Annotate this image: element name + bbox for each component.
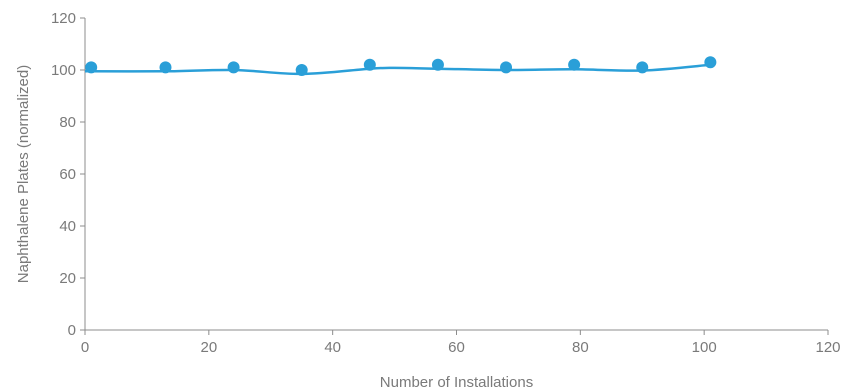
data-point: [85, 61, 98, 74]
x-ticks: 0 20 40 60 80 100 120: [81, 330, 841, 356]
x-axis-title: Number of Installations: [380, 374, 533, 391]
data-point: [159, 61, 172, 74]
y-tick-label: 20: [59, 270, 76, 287]
y-tick-label: 80: [59, 114, 76, 131]
x-tick-label: 40: [324, 339, 341, 356]
y-tick-label: 120: [51, 10, 76, 27]
x-tick-label: 0: [81, 339, 89, 356]
y-tick-label: 40: [59, 218, 76, 235]
data-point: [568, 58, 581, 71]
x-tick-label: 100: [692, 339, 717, 356]
data-point: [704, 56, 717, 69]
series-layer: [84, 56, 717, 76]
data-point: [431, 58, 444, 71]
data-point: [227, 61, 240, 74]
y-ticks: 0 20 40 60 80 100 120: [51, 10, 85, 339]
x-tick-label: 20: [200, 339, 217, 356]
x-tick-label: 120: [815, 339, 840, 356]
axes: [84, 18, 828, 331]
trend-line: [84, 63, 711, 76]
y-axis-title: Naphthalene Plates (normalized): [15, 65, 32, 283]
data-point: [295, 64, 308, 76]
x-tick-label: 60: [448, 339, 465, 356]
x-tick-label: 80: [572, 339, 589, 356]
data-point: [500, 61, 513, 74]
data-point: [363, 58, 376, 71]
y-tick-label: 0: [68, 322, 76, 339]
data-point: [636, 61, 649, 74]
y-tick-label: 100: [51, 62, 76, 79]
y-tick-label: 60: [59, 166, 76, 183]
